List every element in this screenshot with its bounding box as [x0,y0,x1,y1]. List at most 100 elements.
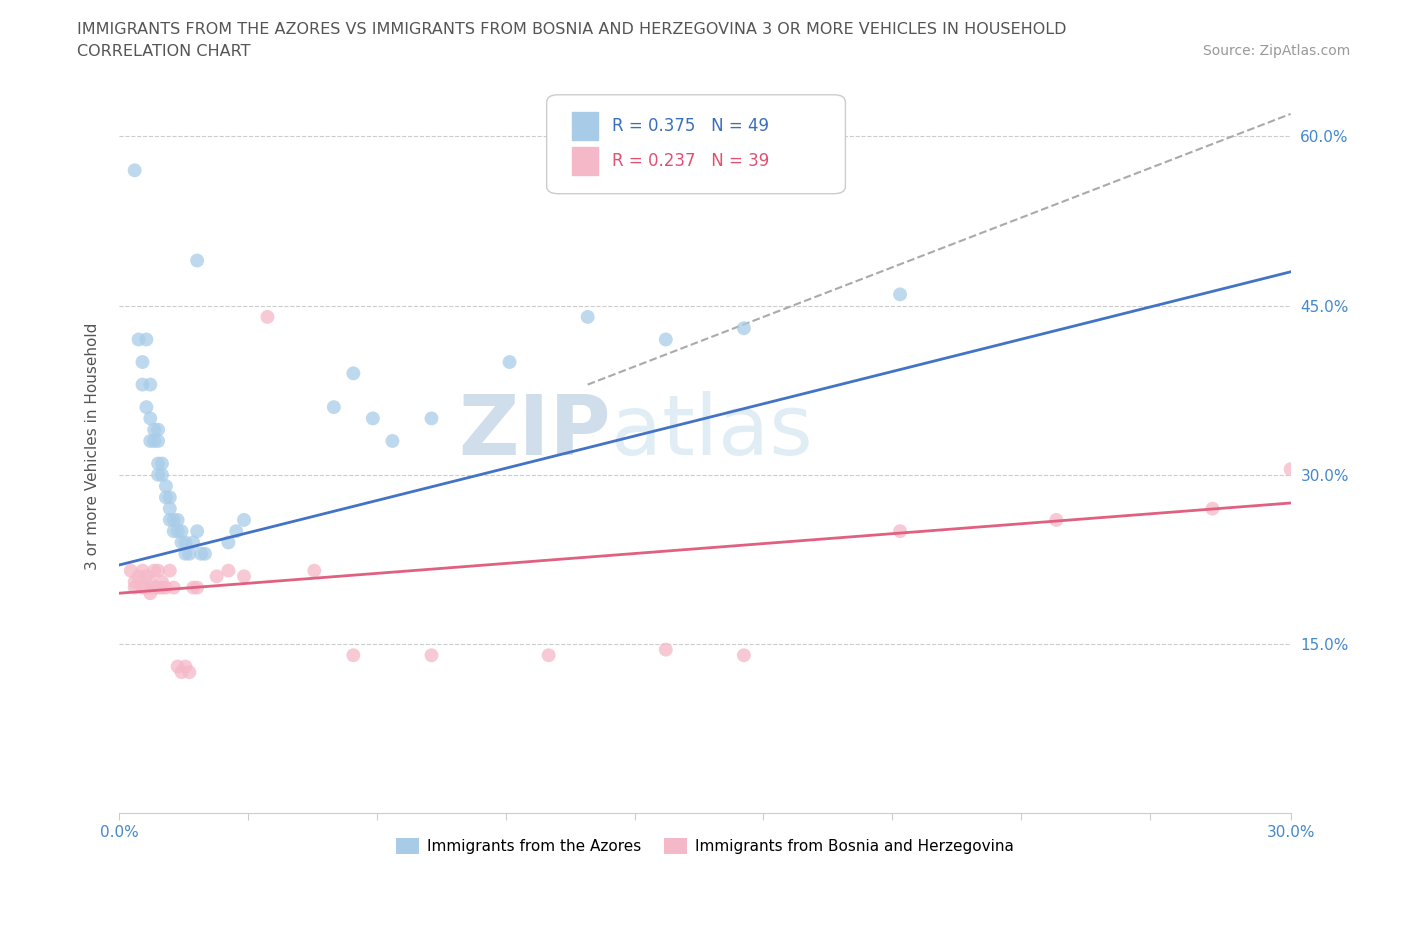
FancyBboxPatch shape [547,95,845,193]
Point [498,354,520,369]
Point [1279,461,1302,476]
Point [120,564,142,578]
Point [143,433,166,448]
Y-axis label: 3 or more Vehicles in Household: 3 or more Vehicles in Household [86,323,100,570]
Point [733,321,755,336]
Point [361,411,384,426]
Point [217,564,239,578]
Point [170,524,193,538]
Point [128,332,150,347]
Point [205,569,228,584]
Text: R = 0.375   N = 49: R = 0.375 N = 49 [612,117,769,135]
Point [159,512,181,527]
Point [655,643,678,658]
Point [420,648,443,663]
Point [150,580,173,595]
Point [146,422,169,437]
Point [139,378,162,392]
Point [174,535,197,550]
Point [135,569,157,584]
Point [174,546,197,561]
Point [150,575,173,590]
Point [146,564,169,578]
Point [143,580,166,595]
Point [889,287,911,302]
Point [124,580,146,595]
Point [181,535,204,550]
Point [146,468,169,483]
Point [146,580,169,595]
Point [146,433,169,448]
Point [159,501,181,516]
Point [233,569,256,584]
Point [163,580,186,595]
Text: CORRELATION CHART: CORRELATION CHART [77,44,250,59]
Point [166,512,188,527]
Point [139,586,162,601]
Point [146,456,169,471]
Point [304,564,326,578]
Point [131,564,153,578]
Point [135,332,157,347]
Point [186,253,208,268]
Point [889,524,911,538]
Point [179,546,201,561]
Point [655,332,678,347]
Point [342,365,364,380]
Point [174,659,197,674]
Point [186,524,208,538]
Point [135,400,157,415]
Point [181,580,204,595]
Point [155,490,177,505]
Point [163,524,186,538]
Point [381,433,404,448]
Point [124,575,146,590]
Point [190,546,212,561]
Point [155,580,177,595]
Text: R = 0.237   N = 39: R = 0.237 N = 39 [612,152,769,170]
Point [217,535,239,550]
Point [170,535,193,550]
Point [322,400,344,415]
Point [163,512,186,527]
Text: atlas: atlas [612,392,813,472]
Point [733,648,755,663]
Point [166,524,188,538]
Point [139,575,162,590]
Point [342,648,364,663]
Point [155,479,177,494]
Point [159,490,181,505]
Point [537,648,560,663]
Point [131,354,153,369]
Point [194,546,217,561]
Point [1201,501,1223,516]
Bar [572,147,598,175]
Point [135,580,157,595]
Point [179,665,201,680]
Point [124,163,146,178]
Point [1045,512,1067,527]
Point [159,564,181,578]
Point [131,580,153,595]
Point [139,433,162,448]
Bar [572,113,598,140]
Point [170,665,193,680]
Text: IMMIGRANTS FROM THE AZORES VS IMMIGRANTS FROM BOSNIA AND HERZEGOVINA 3 OR MORE V: IMMIGRANTS FROM THE AZORES VS IMMIGRANTS… [77,22,1067,37]
Point [128,569,150,584]
Point [143,564,166,578]
Point [166,659,188,674]
Point [256,310,278,325]
Point [131,378,153,392]
Text: ZIP: ZIP [458,392,612,472]
Point [225,524,247,538]
Point [143,422,166,437]
Point [233,512,256,527]
Point [576,310,599,325]
Point [139,411,162,426]
Point [420,411,443,426]
Point [150,456,173,471]
Legend: Immigrants from the Azores, Immigrants from Bosnia and Herzegovina: Immigrants from the Azores, Immigrants f… [389,832,1019,860]
Text: Source: ZipAtlas.com: Source: ZipAtlas.com [1202,44,1350,58]
Point [186,580,208,595]
Point [150,468,173,483]
